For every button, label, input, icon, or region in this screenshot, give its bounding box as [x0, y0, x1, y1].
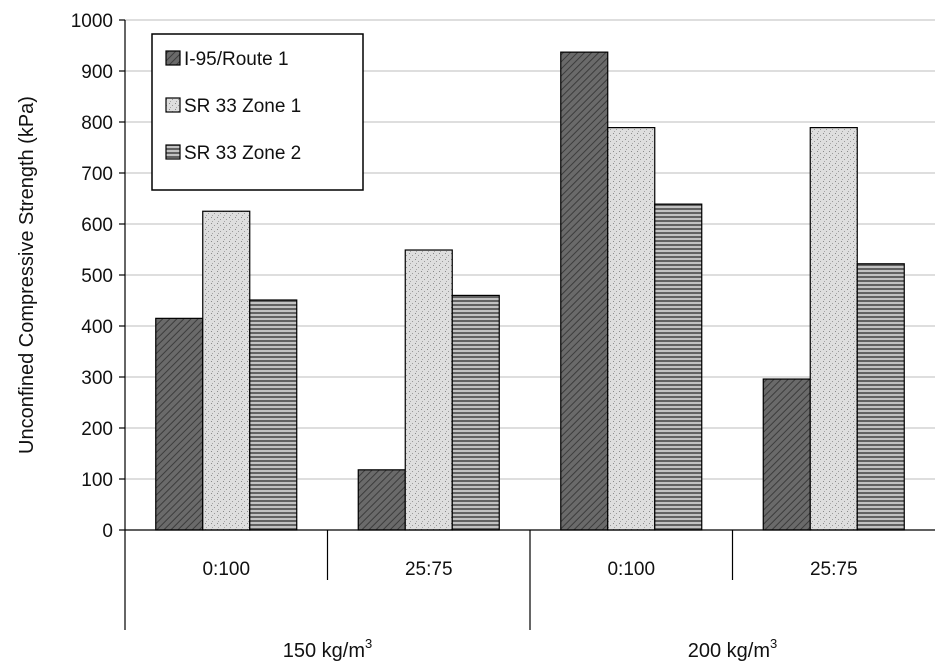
y-tick-label: 200 — [81, 419, 113, 440]
y-tick-label: 100 — [81, 470, 113, 491]
y-tick-label: 600 — [81, 215, 113, 236]
y-tick-label: 1000 — [71, 11, 113, 32]
bar — [607, 127, 656, 531]
x-tick-label: 0:100 — [202, 559, 250, 580]
bar — [404, 249, 453, 531]
legend: I-95/Route 1 SR 33 Zone 1 SR 33 Zone 2 — [151, 33, 364, 191]
x-tick-label: 0:100 — [607, 559, 655, 580]
x-group-label: 150 kg/m3 — [283, 636, 373, 662]
x-group-label-text: 200 kg/m — [688, 640, 770, 662]
bar — [560, 51, 609, 531]
x-tick-label: 25:75 — [405, 559, 453, 580]
x-group-labels: 150 kg/m3 200 kg/m3 — [283, 636, 778, 662]
legend-label: I-95/Route 1 — [184, 49, 289, 70]
y-ticks: 0 100 200 300 400 500 600 700 800 900 1000 — [71, 11, 125, 542]
legend-swatch — [165, 50, 181, 66]
y-tick-label: 800 — [81, 113, 113, 134]
x-group-label: 200 kg/m3 — [688, 636, 778, 662]
bar — [155, 317, 204, 531]
y-tick-label: 500 — [81, 266, 113, 287]
y-tick-label: 400 — [81, 317, 113, 338]
legend-label: SR 33 Zone 1 — [184, 96, 301, 117]
bar — [202, 210, 251, 531]
bar — [654, 203, 703, 531]
x-group-label-text: 150 kg/m — [283, 640, 365, 662]
x-category-labels: 0:100 25:75 0:100 25:75 — [124, 530, 858, 630]
y-tick-label: 300 — [81, 368, 113, 389]
bar — [249, 299, 298, 531]
y-tick-label: 900 — [81, 62, 113, 83]
x-tick-label: 25:75 — [810, 559, 858, 580]
legend-label: SR 33 Zone 2 — [184, 143, 301, 164]
x-group-label-superscript: 3 — [365, 636, 372, 651]
y-tick-label: 700 — [81, 164, 113, 185]
legend-swatch — [165, 97, 181, 113]
y-axis-title: Unconfined Compressive Strength (kPa) — [16, 96, 38, 454]
legend-box — [151, 33, 364, 191]
bar — [357, 469, 406, 531]
legend-swatch — [165, 144, 181, 160]
bar — [809, 127, 858, 531]
bar — [856, 263, 905, 531]
bar — [451, 294, 500, 531]
y-tick-label: 0 — [102, 521, 113, 542]
bar — [762, 378, 811, 531]
x-group-label-superscript: 3 — [770, 636, 777, 651]
